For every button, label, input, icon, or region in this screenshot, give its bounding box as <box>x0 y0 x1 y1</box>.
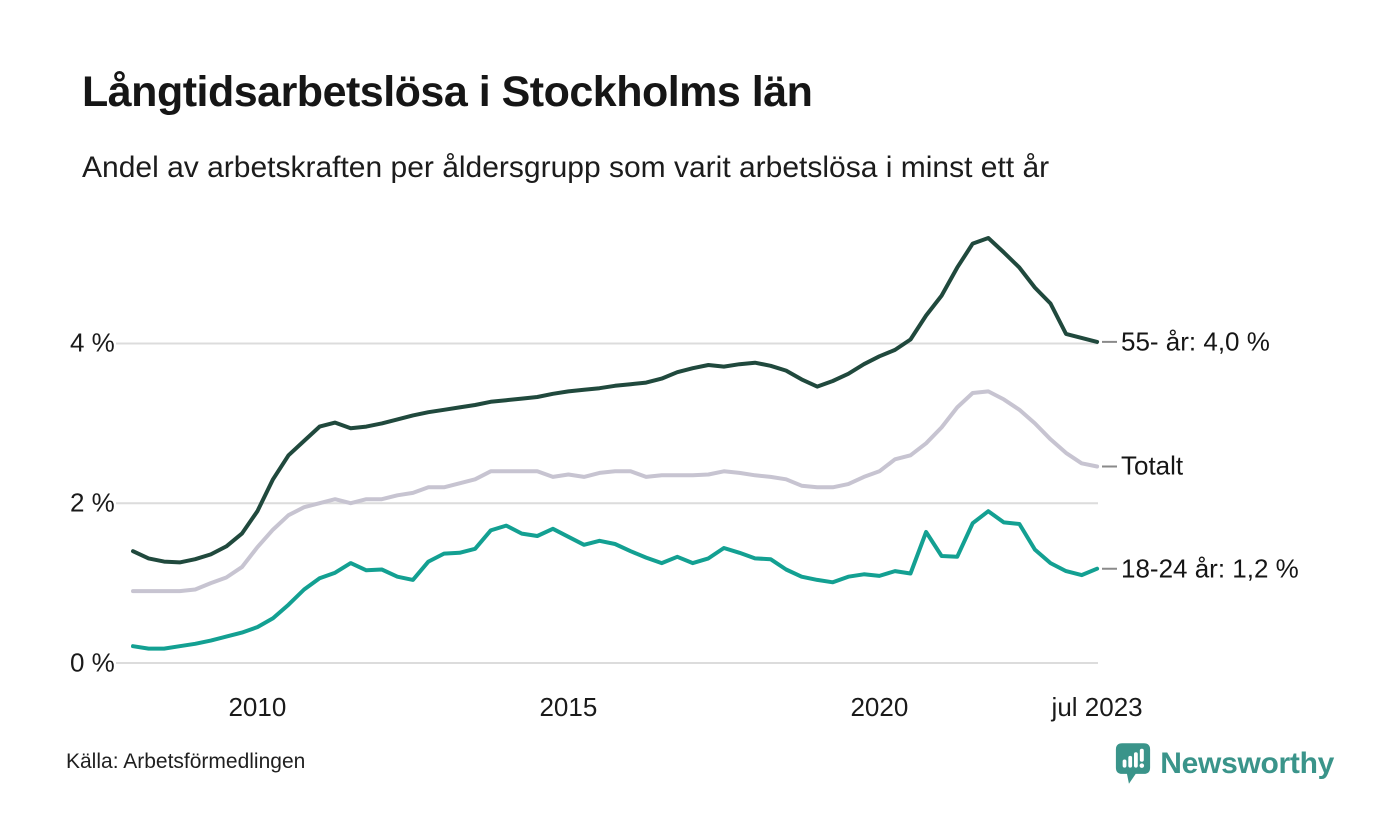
series-line-Totalt <box>131 389 1100 594</box>
source-note: Källa: Arbetsförmedlingen <box>66 750 306 773</box>
x-tick-label: 2020 <box>850 692 909 722</box>
newsworthy-logo-icon <box>1116 743 1151 784</box>
page-subtitle: Andel av arbetskraften per åldersgrupp s… <box>82 151 1050 184</box>
series-lines <box>131 236 1100 651</box>
x-tick-label: jul 2023 <box>1051 692 1143 722</box>
x-tick-label: 2010 <box>228 692 287 722</box>
y-tick-label: 4 % <box>70 327 115 358</box>
newsworthy-logo: Newsworthy <box>1115 738 1334 790</box>
series-end-label: 55- år: 4,0 % <box>1121 326 1270 357</box>
end-label-leader-dashes <box>1102 340 1117 570</box>
series-end-label: Totalt <box>1121 450 1184 481</box>
x-tick-label: 2015 <box>539 692 598 722</box>
gridlines <box>116 342 1098 664</box>
page-title: Långtidsarbetslösa i Stockholms län <box>82 68 813 116</box>
series-line-55--r <box>131 236 1100 565</box>
series-end-label: 18-24 år: 1,2 % <box>1121 553 1299 584</box>
y-tick-label: 0 % <box>70 647 115 678</box>
newsworthy-wordmark: Newsworthy <box>1160 747 1334 780</box>
y-tick-label: 2 % <box>70 487 115 518</box>
series-line-18-24-r <box>131 509 1100 651</box>
